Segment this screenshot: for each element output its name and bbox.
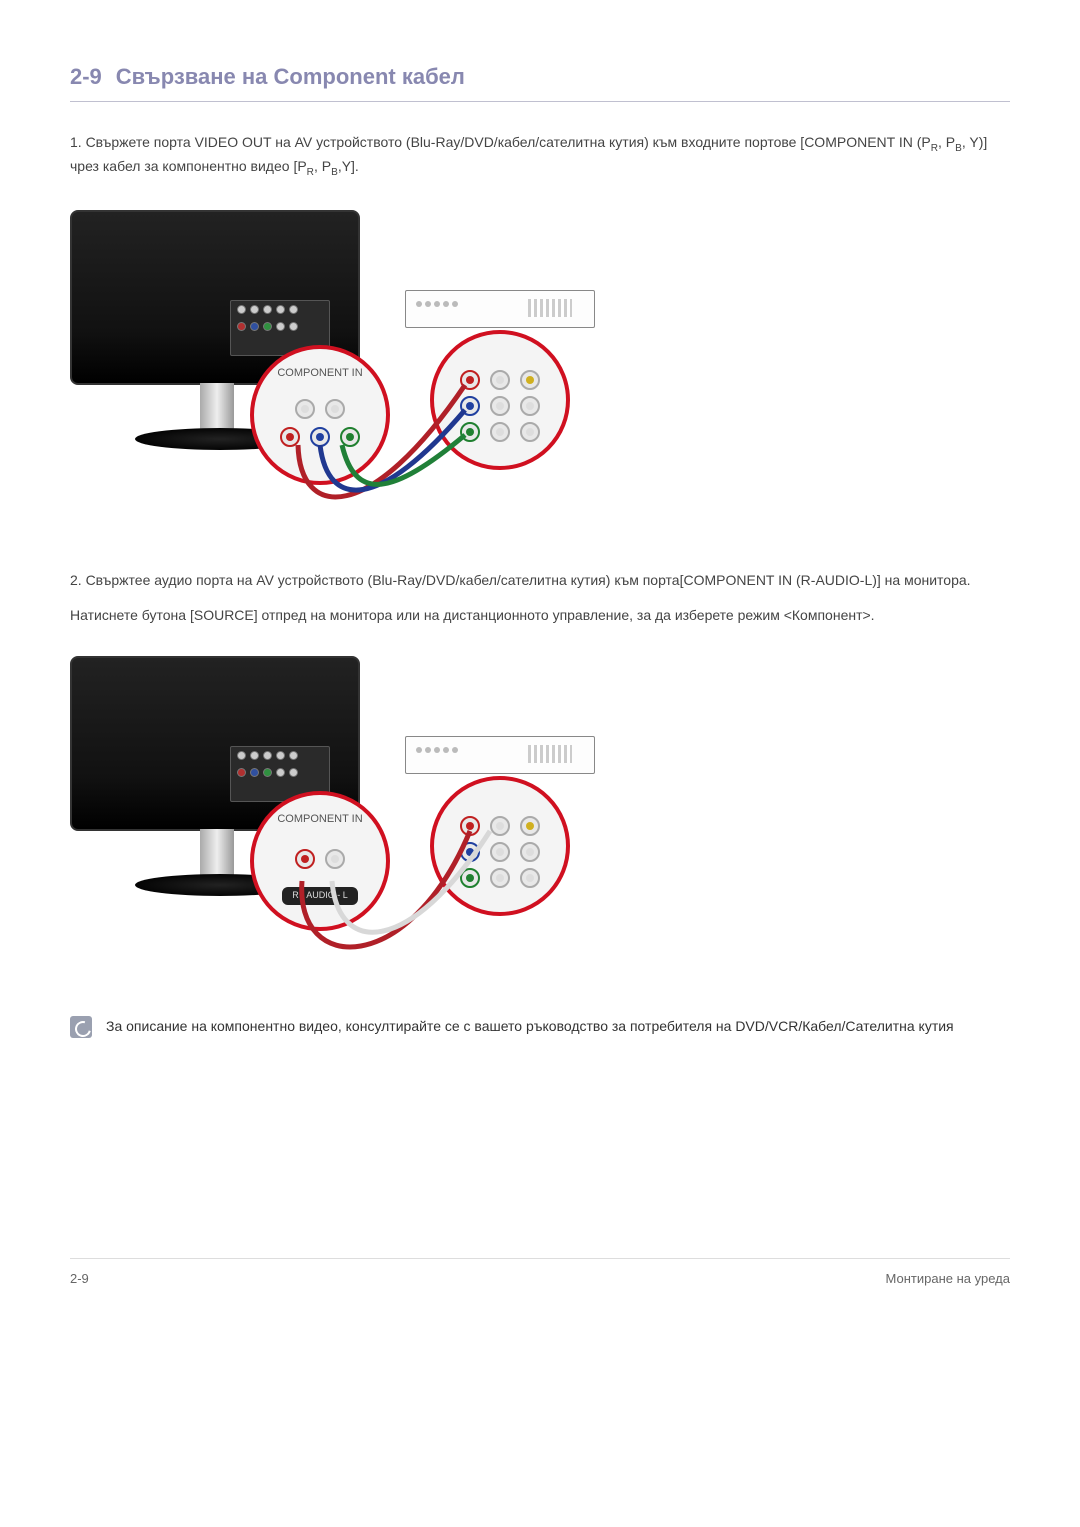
av-device: [405, 736, 595, 774]
page-footer: 2-9 Монтиране на уреда: [70, 1258, 1010, 1289]
audio-label: R - AUDIO - L: [282, 887, 358, 905]
rca-port: [520, 868, 540, 888]
rca-audio-l: [325, 849, 345, 869]
rca-port: [460, 842, 480, 862]
callout-label: COMPONENT IN: [254, 811, 386, 828]
section-title: 2-9 Свързване на Component кабел: [70, 60, 1010, 93]
note-text: За описание на компонентно видео, консул…: [106, 1016, 954, 1037]
section-number: 2-9: [70, 64, 102, 89]
monitor-neck: [200, 829, 234, 879]
footer-left: 2-9: [70, 1269, 89, 1289]
rca-port: [490, 370, 510, 390]
rca-audio-r: [295, 849, 315, 869]
figure-2: COMPONENT IN R - AUDIO - L: [70, 656, 1010, 976]
rca-port: [520, 842, 540, 862]
callout-monitor-audio: COMPONENT IN R - AUDIO - L: [250, 791, 390, 931]
callout-av-audio: [430, 776, 570, 916]
rca-port: [490, 842, 510, 862]
rca-port: [460, 396, 480, 416]
av-device: [405, 290, 595, 328]
callout-av-ports: [430, 330, 570, 470]
step-2-text: 2. Свържтее аудио порта на AV устройство…: [70, 570, 1010, 591]
footer-right: Монтиране на уреда: [886, 1269, 1010, 1289]
rca-port: [460, 868, 480, 888]
rca-port: [490, 868, 510, 888]
callout-monitor-ports: COMPONENT IN: [250, 345, 390, 485]
section-title-text: Свързване на Component кабел: [116, 64, 465, 89]
callout-label: COMPONENT IN: [254, 365, 386, 382]
section-header: 2-9 Свързване на Component кабел: [70, 60, 1010, 102]
rca-port-y: [340, 427, 360, 447]
rca-port: [295, 399, 315, 419]
monitor-neck: [200, 383, 234, 433]
note-icon: [70, 1016, 92, 1038]
rca-port: [490, 396, 510, 416]
figure-1: COMPONENT IN: [70, 210, 1010, 530]
rca-port: [325, 399, 345, 419]
rca-port: [520, 396, 540, 416]
rca-port: [460, 370, 480, 390]
rca-port: [520, 816, 540, 836]
rca-port-pb: [310, 427, 330, 447]
rca-port-pr: [280, 427, 300, 447]
step-2b-text: Натиснете бутона [SOURCE] отпред на мони…: [70, 605, 1010, 626]
rca-port: [490, 422, 510, 442]
rca-port: [460, 816, 480, 836]
rca-port: [490, 816, 510, 836]
note: За описание на компонентно видео, консул…: [70, 1016, 1010, 1038]
step-1-text: 1. Свържете порта VIDEO OUT на AV устрой…: [70, 132, 1010, 180]
rca-port: [520, 370, 540, 390]
rca-port: [460, 422, 480, 442]
rca-port: [520, 422, 540, 442]
